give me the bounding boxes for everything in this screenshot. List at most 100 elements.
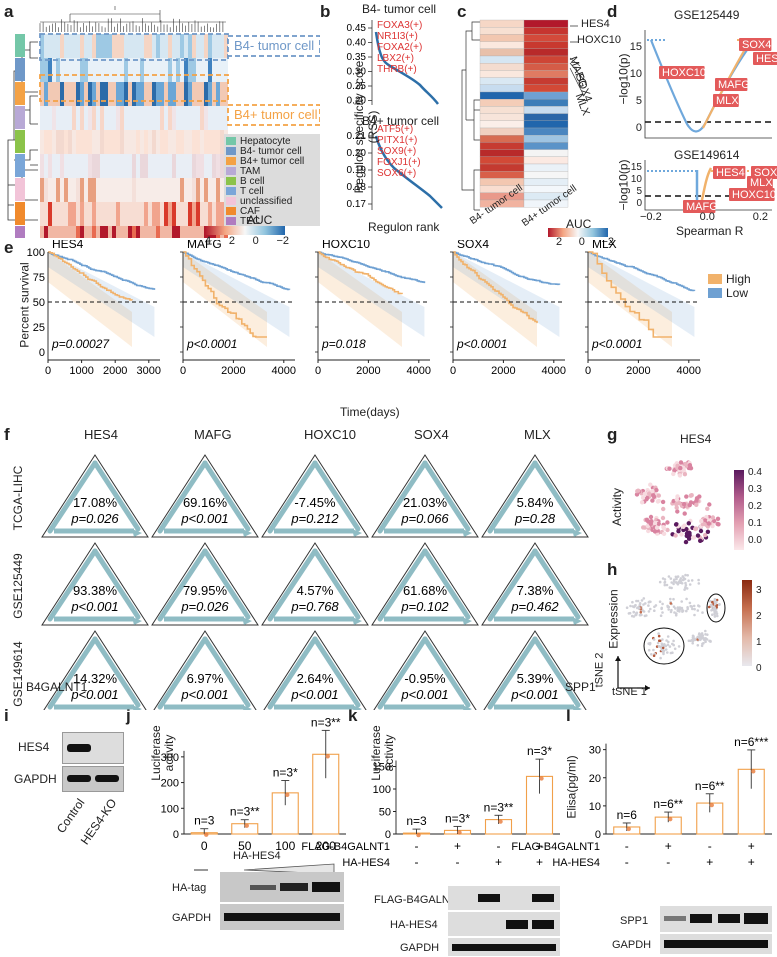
legend-background xyxy=(224,134,320,226)
g-cell-point xyxy=(678,465,683,471)
h-cell-point xyxy=(642,610,646,613)
high-curve xyxy=(183,251,267,338)
h-cell-point xyxy=(696,644,700,647)
g-cell-point xyxy=(656,498,661,504)
d-gene-tag: MAFG xyxy=(686,201,718,213)
legend-label: B4+ tumor cell xyxy=(240,155,305,167)
h-cell-point xyxy=(629,604,632,608)
panel_k-ytick: 150 xyxy=(373,762,391,774)
h-cell-point xyxy=(684,581,687,585)
d-gene-tag: MLX xyxy=(750,177,773,189)
c-auc-tick: 2 xyxy=(556,236,563,248)
g-ylabel: Activity xyxy=(610,487,625,527)
low-ci-band xyxy=(318,252,425,337)
h-cell-point xyxy=(687,639,691,643)
d-bottom-ytick: 10 xyxy=(630,174,642,185)
h-cell-point xyxy=(694,638,697,642)
g-cell-point xyxy=(656,493,661,498)
survival-p-value: p<0.0001 xyxy=(591,337,642,351)
f-triangle xyxy=(41,542,149,626)
panel-label-b: b xyxy=(320,2,331,21)
panel_k-point xyxy=(416,832,421,838)
h-cell-point xyxy=(685,609,688,613)
legend-swatch xyxy=(226,147,236,155)
survival-plot-svg: 0 2000 4000 MAFG p<0.0001 xyxy=(180,237,296,377)
g-cell-point xyxy=(707,502,712,507)
h-cell-point xyxy=(665,583,669,587)
celltype-legend: Hepatocyte B4- tumor cell B4+ tumor cell TA… xyxy=(226,136,320,227)
k-blot-label-gapdh: GAPDH xyxy=(400,942,440,954)
h-cell-point xyxy=(647,648,651,652)
panel_l-n-label: n=6*** xyxy=(734,735,769,749)
h-cell-point xyxy=(667,575,671,578)
legend-label: unclassified xyxy=(240,195,293,207)
f-triangle xyxy=(41,454,149,538)
f-arrow-right xyxy=(202,636,251,708)
f-triangle xyxy=(371,542,479,626)
rss-top-tick: 0.40 xyxy=(347,38,367,49)
survival-p-value: p=0.00027 xyxy=(51,337,110,351)
h-cell-point xyxy=(676,575,680,578)
panel-c-dendrogram xyxy=(461,21,480,211)
f-arrow-right xyxy=(422,636,471,708)
h-cell-point xyxy=(683,577,687,581)
k-blot-label-ha: HA-HES4 xyxy=(390,919,438,931)
panel_j-n-label: n=3** xyxy=(230,805,260,819)
f-arrow-right xyxy=(202,548,251,620)
h-cell-point xyxy=(716,614,719,618)
auc-title: AUC xyxy=(247,213,273,227)
g-cell-point xyxy=(649,519,654,524)
g-tick: 0.0 xyxy=(748,535,762,546)
rss-bottom-tick: 0.17 xyxy=(347,199,367,210)
h-cell-point xyxy=(666,643,670,647)
g-cell-point xyxy=(686,521,691,526)
h-cell-point xyxy=(649,607,652,611)
panel_l-sign: - xyxy=(666,855,670,869)
d-bottom-yticks: 15 10 5 0 xyxy=(628,162,642,210)
legend-item: CAF xyxy=(226,206,320,217)
g-colorbar xyxy=(734,470,744,550)
e-xtick: 0 xyxy=(450,365,456,377)
panel-label-c: c xyxy=(457,2,467,21)
regulon-label: FOXA3(+) xyxy=(377,20,423,31)
legend-label: TAM xyxy=(240,165,261,177)
h-cell-point xyxy=(714,610,718,613)
f-percent: 2.64% xyxy=(297,671,334,686)
f-arrow-head xyxy=(242,705,252,710)
d-gene-tag: HES4 xyxy=(756,53,777,65)
panel_l-ytick: 10 xyxy=(589,801,601,813)
f-arrow-left xyxy=(267,460,318,534)
legend-label: T cell xyxy=(240,185,264,197)
panel-label-j: j xyxy=(126,706,131,725)
row-color-7 xyxy=(15,202,25,225)
panel_k-sign: - xyxy=(456,855,460,869)
h-cell-point xyxy=(659,614,663,617)
legend-item: B4- tumor cell xyxy=(226,146,320,157)
panel_l-sign: + xyxy=(665,839,672,853)
f-gene-header: MLX xyxy=(524,427,551,442)
panel_k-point xyxy=(457,830,462,835)
g-cell-point xyxy=(671,471,676,477)
survival-p-value: p=0.018 xyxy=(321,337,366,351)
h-ylabel: Expression xyxy=(606,589,621,649)
h-cell-point xyxy=(650,653,653,656)
d-tag-bg xyxy=(739,38,772,51)
f-pvalue: p=0.066 xyxy=(400,511,449,526)
rss-top-tick: 0.25 xyxy=(347,81,367,92)
i-blot-hes4 xyxy=(62,732,124,764)
h-colorbar-ticks: 3 2 1 0 xyxy=(756,578,762,682)
h-cell-point xyxy=(680,600,683,603)
g-cell-point xyxy=(661,525,666,530)
e-xtick: 2000 xyxy=(356,365,380,377)
h-axis-x: tSNE 1 xyxy=(612,686,647,698)
h-cell-point xyxy=(715,600,718,604)
h-cell-point xyxy=(687,579,690,582)
d-xticks: −0.2 0.0 0.2 xyxy=(640,211,768,223)
survival-plot: 0 2000 4000 MLX p<0.0001 xyxy=(558,237,710,425)
h-cell-point xyxy=(704,633,707,636)
g-cell-point xyxy=(661,531,667,536)
legend-low-swatch xyxy=(708,288,722,298)
h-cell-point xyxy=(635,599,638,603)
panel_l-sign: - xyxy=(625,855,629,869)
legend-swatch xyxy=(226,207,236,215)
